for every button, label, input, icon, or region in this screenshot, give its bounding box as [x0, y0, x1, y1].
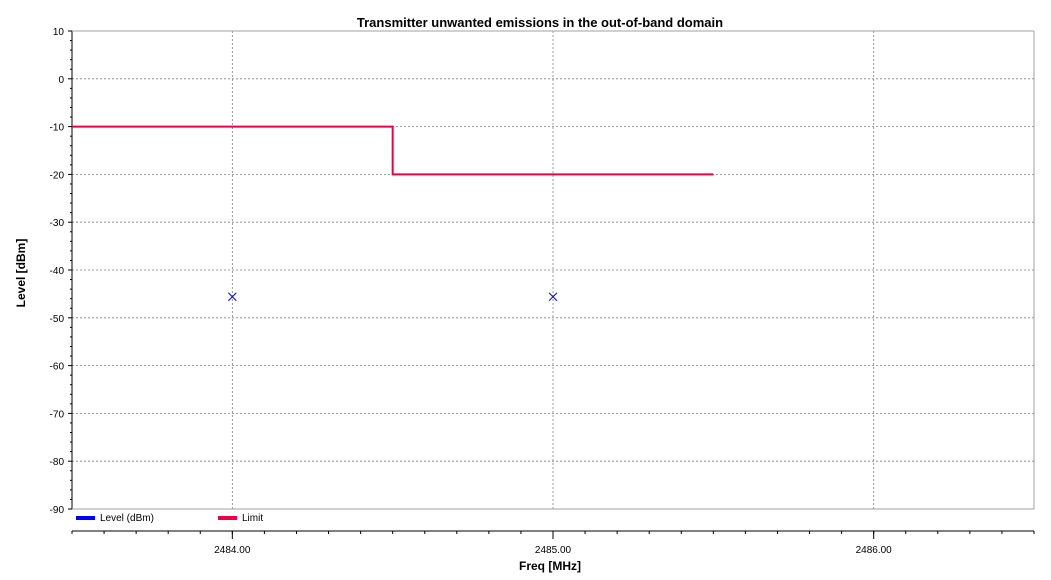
y-tick-label: -50: [50, 314, 65, 325]
legend-item: Level (dBm): [76, 513, 154, 524]
x-tick-label: 2484.00: [214, 545, 251, 556]
legend-swatch: [76, 516, 95, 520]
axes: 10 0 -10 -20 -30 -40 -50 -60 -70 -80 -90 2484.00 248…: [50, 27, 1035, 556]
y-tick-label: 10: [53, 27, 65, 38]
y-tick-label: -20: [50, 170, 65, 181]
marker-stroke: [227, 292, 237, 302]
marker-stroke: [548, 292, 558, 302]
level-marker: [548, 292, 558, 302]
series-layer: [72, 125, 714, 302]
legend-label: Level (dBm): [100, 513, 154, 524]
y-tick-label: -30: [50, 218, 65, 229]
y-tick-label: -70: [50, 409, 65, 420]
legend-item: Limit: [218, 513, 263, 524]
y-tick-label: 0: [58, 75, 64, 86]
y-tick-label: -40: [50, 266, 65, 277]
y-axis-title: Level [dBm]: [14, 239, 28, 308]
legend: Level (dBm) Limit: [76, 513, 263, 524]
y-tick-label: -60: [50, 362, 65, 373]
legend-label: Limit: [242, 513, 263, 524]
y-tick-label: -80: [50, 457, 65, 468]
x-tick-label: 2486.00: [856, 545, 893, 556]
y-tick-label: -90: [50, 505, 65, 516]
x-tick-label: 2485.00: [535, 545, 572, 556]
legend-swatch: [218, 516, 237, 520]
limit-line: [72, 125, 714, 176]
chart-title: Transmitter unwanted emissions in the ou…: [357, 15, 723, 30]
x-axis-title: Freq [MHz]: [519, 559, 581, 573]
y-tick-label: -10: [50, 123, 65, 134]
level-marker: [227, 292, 237, 302]
